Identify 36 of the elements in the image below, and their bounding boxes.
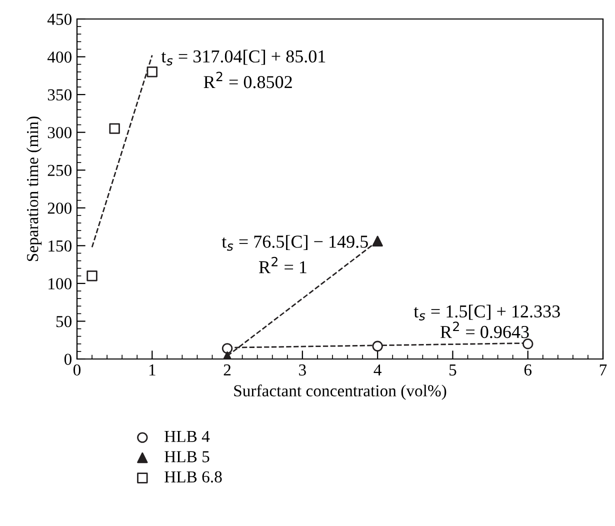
point [109, 123, 120, 134]
annotation: t$_{s}$ = 1.5[C] + 12.333 [414, 304, 560, 320]
x-axis-title: Surfactant concentration (vol%) [234, 384, 446, 400]
y-tick-label: 100 [48, 278, 72, 290]
y-axis-title: Separation time (min) [26, 116, 42, 262]
point [86, 270, 98, 282]
point [372, 236, 383, 246]
x-tick-label: 1 [149, 364, 156, 376]
y-tick-label: 400 [47, 51, 72, 63]
x-tick-label: 7 [600, 364, 607, 376]
y-tick-label: 350 [48, 89, 72, 100]
annotation: R$^{2}$ = 1 [258, 256, 306, 274]
x-tick-label: 2 [224, 364, 231, 376]
y-tick-label: 0 [64, 354, 72, 365]
y-tick-label: 50 [56, 316, 72, 328]
point [222, 343, 233, 354]
y-tick-label: 200 [48, 202, 72, 214]
legend-label: HLB 4 [164, 430, 210, 442]
x-tick-label: 3 [299, 364, 306, 376]
legend-label: HLB 6.8 [164, 471, 222, 483]
x-tick-label: 0 [73, 364, 81, 376]
annotation: R$^{2}$ = 0.9643 [440, 322, 529, 338]
x-tick-label: 5 [450, 364, 456, 376]
annotation: R$^{2}$ = 0.8502 [204, 72, 292, 88]
point [146, 66, 158, 78]
y-tick-label: 300 [48, 127, 72, 138]
y-tick-label: 150 [48, 240, 72, 252]
x-tick-label: 6 [524, 364, 532, 376]
point [522, 338, 534, 350]
x-tick-label: 4 [374, 364, 382, 376]
annotation: t$_{s}$ = 317.04[C] + 85.01 [161, 50, 326, 66]
legend-label: HLB 5 [164, 451, 210, 462]
y-tick-label: 450 [47, 14, 72, 25]
annotation: t$_{s}$ = 76.5[C] − 149.5 [222, 235, 368, 251]
y-tick-label: 250 [48, 164, 72, 176]
point [372, 340, 383, 352]
